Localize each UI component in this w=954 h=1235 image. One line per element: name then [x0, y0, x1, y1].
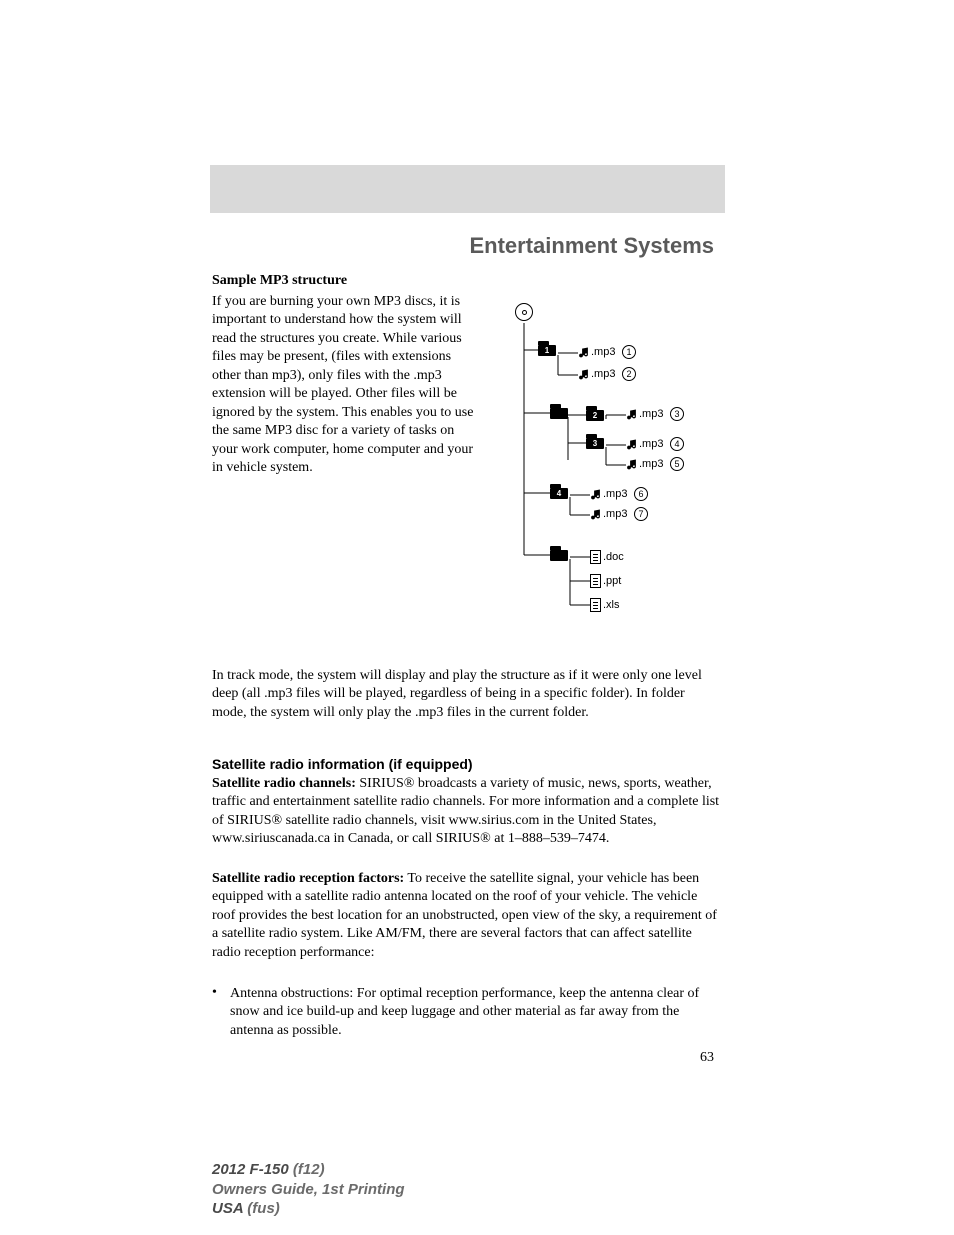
satellite-reception-paragraph: Satellite radio reception factors: To re… — [212, 870, 722, 962]
mp3-label: .mp3 — [603, 488, 627, 500]
satellite-channels-paragraph: Satellite radio channels: SIRIUS® broadc… — [212, 775, 722, 849]
footer-line-3: USA (fus) — [212, 1199, 405, 1219]
folder-number: 3 — [586, 439, 604, 448]
bullet-item: • Antenna obstructions: For optimal rece… — [212, 985, 722, 1040]
folder-number: 1 — [538, 346, 556, 355]
music-note-icon — [626, 459, 638, 471]
track-number: 1 — [622, 345, 636, 359]
bullet-marker: • — [212, 985, 230, 1040]
mp3-structure-diagram: 1 .mp3 1 .mp3 2 2 .mp3 3 3 .mp3 4 .mp3 5… — [490, 295, 720, 655]
other-ext-label: .doc — [603, 551, 624, 563]
footer-line-2: Owners Guide, 1st Printing — [212, 1180, 405, 1200]
footer-code: (f12) — [289, 1161, 325, 1178]
mp3-label: .mp3 — [639, 408, 663, 420]
mp3-body: If you are burning your own MP3 discs, i… — [212, 293, 480, 478]
music-note-icon — [590, 509, 602, 521]
mp3-label: .mp3 — [603, 508, 627, 520]
track-number: 5 — [670, 457, 684, 471]
document-icon — [590, 550, 601, 564]
document-icon — [590, 598, 601, 612]
footer: 2012 F-150 (f12) Owners Guide, 1st Print… — [212, 1160, 405, 1219]
header-gray-bar — [210, 165, 725, 213]
mp3-label: .mp3 — [639, 438, 663, 450]
track-number: 7 — [634, 507, 648, 521]
track-number: 3 — [670, 407, 684, 421]
folder-number: 2 — [586, 411, 604, 420]
footer-region-code: (fus) — [243, 1200, 280, 1217]
channels-lead: Satellite radio channels: — [212, 776, 356, 791]
mp3-heading: Sample MP3 structure — [212, 273, 480, 289]
track-number: 2 — [622, 367, 636, 381]
music-note-icon — [578, 369, 590, 381]
reception-lead: Satellite radio reception factors: — [212, 871, 404, 886]
track-number: 6 — [634, 487, 648, 501]
folder-icon — [550, 408, 568, 419]
trackmode-paragraph: In track mode, the system will display a… — [212, 667, 722, 722]
footer-line-1: 2012 F-150 (f12) — [212, 1160, 405, 1180]
music-note-icon — [578, 347, 590, 359]
music-note-icon — [626, 409, 638, 421]
folder-icon — [550, 550, 568, 561]
document-icon — [590, 574, 601, 588]
satellite-heading: Satellite radio information (if equipped… — [212, 756, 473, 772]
mp3-section: Sample MP3 structure If you are burning … — [212, 273, 480, 478]
disc-icon — [515, 303, 533, 321]
music-note-icon — [590, 489, 602, 501]
mp3-label: .mp3 — [591, 368, 615, 380]
page-title: Entertainment Systems — [469, 233, 714, 259]
other-ext-label: .xls — [603, 599, 620, 611]
page-number: 63 — [700, 1050, 714, 1066]
mp3-label: .mp3 — [639, 458, 663, 470]
bullet-text: Antenna obstructions: For optimal recept… — [230, 985, 722, 1040]
music-note-icon — [626, 439, 638, 451]
other-ext-label: .ppt — [603, 575, 621, 587]
track-number: 4 — [670, 437, 684, 451]
footer-model: 2012 F-150 — [212, 1161, 289, 1178]
folder-number: 4 — [550, 489, 568, 498]
footer-region: USA — [212, 1200, 243, 1217]
mp3-label: .mp3 — [591, 346, 615, 358]
